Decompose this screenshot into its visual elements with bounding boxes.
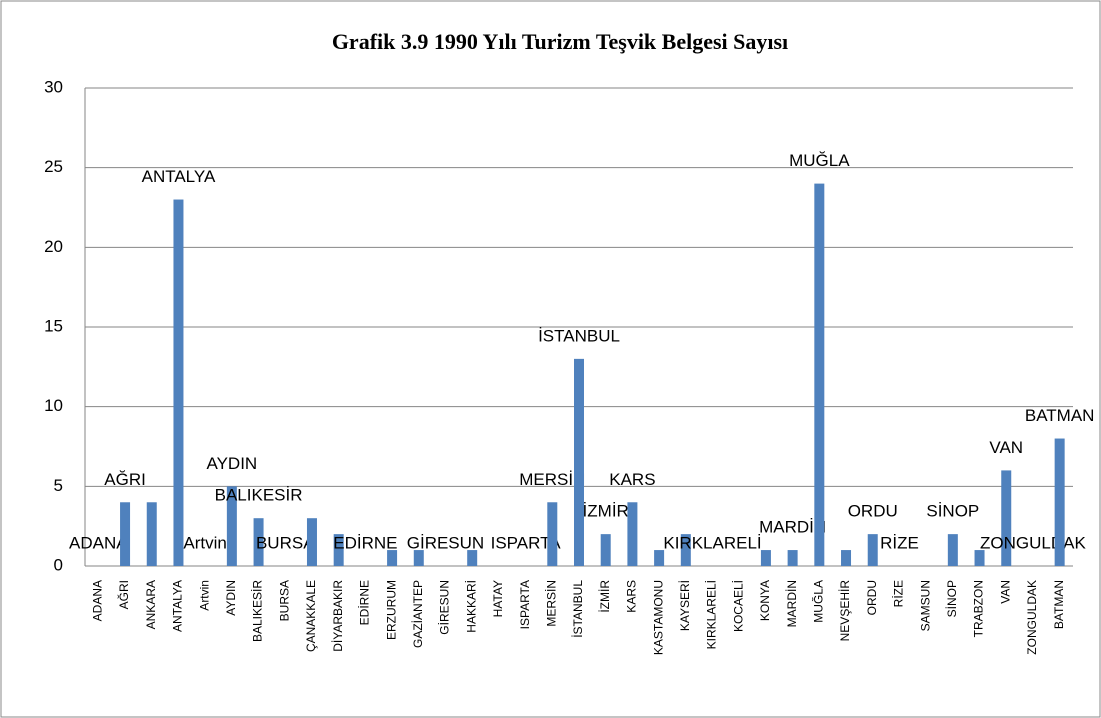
data-label: İZMİR bbox=[583, 502, 629, 521]
data-label: BATMAN bbox=[1025, 406, 1095, 425]
bar bbox=[974, 550, 985, 566]
x-tick-label: ISPARTA bbox=[518, 580, 532, 629]
x-tick-label: GAZİANTEP bbox=[411, 580, 425, 648]
x-tick-label: KOCAELİ bbox=[731, 580, 745, 632]
x-tick-label: KARS bbox=[625, 580, 639, 613]
bar bbox=[253, 518, 264, 566]
x-tick-label: ADANA bbox=[91, 580, 105, 621]
x-tick-label: KAYSERİ bbox=[678, 580, 692, 631]
bar bbox=[1054, 438, 1065, 566]
x-tick-label: RİZE bbox=[892, 580, 906, 607]
bar bbox=[173, 199, 184, 567]
bar bbox=[787, 550, 798, 566]
data-label: MUĞLA bbox=[789, 151, 850, 170]
data-label: MARDİN bbox=[759, 518, 826, 537]
bar bbox=[1001, 470, 1012, 566]
bar bbox=[120, 502, 131, 566]
x-tick-label: Artvin bbox=[197, 580, 211, 611]
data-label: ZONGULDAK bbox=[980, 533, 1086, 552]
x-tick-label: HAKKARİ bbox=[464, 580, 478, 633]
x-tick-label: İZMİR bbox=[598, 580, 612, 613]
x-tick-label: DİYARBAKIR bbox=[331, 580, 345, 652]
x-tick-label: AYDIN bbox=[224, 580, 238, 616]
bar bbox=[226, 486, 237, 566]
data-label: ANTALYA bbox=[142, 167, 216, 186]
data-label: GİRESUN bbox=[407, 533, 484, 552]
x-tick-label: TRABZON bbox=[972, 580, 986, 637]
x-tick-label: MARDİN bbox=[785, 580, 799, 627]
x-tick-label: İSTANBUL bbox=[571, 580, 585, 638]
data-label: ADANA bbox=[69, 533, 128, 552]
data-label: İSTANBUL bbox=[538, 326, 620, 345]
y-tick-label: 30 bbox=[44, 77, 63, 96]
x-tick-label: EDİRNE bbox=[358, 580, 372, 625]
bar bbox=[947, 534, 958, 566]
bar bbox=[547, 502, 558, 566]
y-tick-label: 5 bbox=[54, 476, 63, 495]
x-tick-label: KASTAMONU bbox=[651, 580, 665, 655]
x-tick-label: BURSA bbox=[277, 580, 291, 621]
x-tick-label: SAMSUN bbox=[918, 580, 932, 631]
x-tick-label: VAN bbox=[998, 580, 1012, 604]
x-tick-label: ANTALYA bbox=[171, 580, 185, 632]
x-tick-label: ÇANAKKALE bbox=[304, 580, 318, 652]
x-tick-label: BALIKESİR bbox=[251, 580, 265, 642]
y-tick-label: 10 bbox=[44, 396, 63, 415]
data-label: SİNOP bbox=[926, 502, 979, 521]
bar bbox=[627, 502, 638, 566]
y-tick-label: 0 bbox=[54, 555, 63, 574]
data-label: RİZE bbox=[880, 533, 919, 552]
bar bbox=[413, 550, 424, 566]
bar bbox=[760, 550, 771, 566]
data-label: AĞRI bbox=[104, 470, 146, 489]
data-label: Artvin bbox=[183, 533, 226, 552]
y-tick-label: 20 bbox=[44, 237, 63, 256]
data-label: BALIKESİR bbox=[215, 486, 303, 505]
data-label: MERSİN bbox=[519, 470, 585, 489]
bar bbox=[146, 502, 157, 566]
bar bbox=[600, 534, 611, 566]
y-tick-label: 25 bbox=[44, 157, 63, 176]
x-tick-label: SİNOP bbox=[945, 580, 959, 617]
bar bbox=[867, 534, 878, 566]
bar bbox=[574, 358, 584, 566]
bar bbox=[333, 534, 344, 566]
bar bbox=[306, 518, 317, 566]
data-label: BURSA bbox=[256, 533, 315, 552]
bar bbox=[467, 550, 478, 566]
bar bbox=[680, 534, 691, 566]
data-label: KIRKLARELİ bbox=[663, 533, 761, 552]
x-tick-label: BATMAN bbox=[1052, 580, 1066, 629]
y-tick-label: 15 bbox=[44, 316, 63, 335]
data-label: VAN bbox=[989, 438, 1023, 457]
x-tick-label: ZONGULDAK bbox=[1025, 580, 1039, 655]
bar bbox=[387, 550, 398, 566]
x-tick-label: MERSİN bbox=[544, 580, 558, 627]
x-tick-label: ANKARA bbox=[144, 580, 158, 629]
x-tick-label: MUĞLA bbox=[810, 580, 825, 623]
bar bbox=[814, 183, 825, 566]
x-tick-label: KIRKLARELİ bbox=[705, 580, 719, 649]
chart-title: Grafik 3.9 1990 Yılı Turizm Teşvik Belge… bbox=[332, 29, 788, 54]
x-tick-label: NEVŞEHİR bbox=[838, 580, 852, 642]
x-tick-label: KONYA bbox=[758, 580, 772, 621]
data-label: AYDIN bbox=[207, 454, 258, 473]
bar bbox=[654, 550, 665, 566]
x-tick-label: AĞRI bbox=[116, 580, 131, 609]
data-label: ISPARTA bbox=[491, 533, 562, 552]
x-tick-label: GİRESUN bbox=[438, 580, 452, 635]
data-label: ORDU bbox=[848, 502, 898, 521]
data-label: EDİRNE bbox=[333, 533, 397, 552]
x-tick-label: HATAY bbox=[491, 580, 505, 617]
data-label: KARS bbox=[609, 470, 655, 489]
x-tick-label: ERZURUM bbox=[384, 580, 398, 640]
x-tick-label: ORDU bbox=[865, 580, 879, 615]
bar bbox=[841, 550, 852, 566]
